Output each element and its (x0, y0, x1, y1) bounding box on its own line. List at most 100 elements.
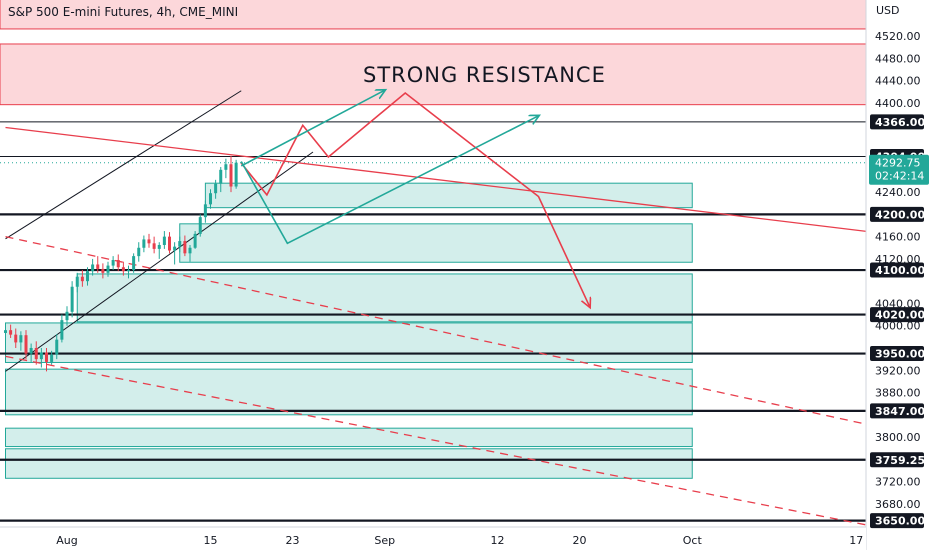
key-levels-layer (0, 121, 866, 522)
resistance-zone (0, 43, 867, 106)
price-tick-label: 4520.00 (875, 30, 921, 43)
candles-layer (4, 155, 238, 372)
time-tick-label: 17 (849, 534, 863, 547)
candle-body (55, 339, 59, 355)
level-price-label: 4100.00 (875, 264, 925, 277)
price-tick-label: 4400.00 (875, 97, 921, 110)
level-price-label: 3759.25 (875, 454, 925, 467)
candle-body (45, 352, 48, 362)
candle-body (19, 335, 23, 343)
candle-body (132, 256, 136, 271)
candle-body (203, 204, 207, 218)
candle (132, 253, 136, 273)
level-price-label: 4200.00 (875, 208, 925, 221)
support-box (5, 448, 693, 479)
candle-body (60, 320, 64, 340)
candle (101, 263, 105, 279)
candle-body (209, 193, 212, 205)
support-boxes-layer (5, 182, 693, 479)
candle (29, 343, 33, 362)
time-axis[interactable]: Aug 15 23 Sep 12 20 Oct 17 (0, 526, 866, 550)
currency-label: USD (876, 4, 900, 17)
candle-body (168, 236, 171, 251)
candle (39, 347, 43, 368)
candle (70, 281, 74, 318)
last-price-badge (869, 154, 929, 185)
level-price-label: 3650.00 (875, 515, 925, 528)
candle-body (70, 286, 74, 312)
candle-body (50, 354, 54, 362)
candle-body (178, 241, 182, 247)
candle (142, 235, 146, 253)
projection-paths-layer (240, 90, 590, 307)
teal-zigzag-path (240, 116, 538, 245)
candle-body (91, 264, 95, 272)
candle (14, 328, 18, 348)
level-price-label: 3847.00 (875, 405, 925, 418)
candle (111, 256, 115, 271)
price-tick-label: 3800.00 (875, 431, 921, 444)
countdown-label: 02:42:14 (875, 170, 924, 183)
price-axis[interactable]: USD 4520.00 4480.00 4440.00 4400.00 4240.00 41… (865, 0, 932, 550)
candle-body (111, 260, 115, 266)
candle (137, 242, 141, 262)
candle (234, 159, 238, 189)
candle-body (116, 260, 120, 268)
price-tick-label: 3920.00 (875, 364, 921, 377)
candle (198, 214, 202, 237)
candle-body (75, 276, 79, 287)
candle-body (96, 264, 100, 269)
level-price-badge (870, 513, 924, 529)
candle (173, 242, 177, 265)
candle (91, 258, 95, 276)
candle (50, 350, 54, 365)
candle-body (24, 335, 28, 354)
candle-body (142, 239, 146, 248)
candle-body (198, 217, 202, 234)
time-tick-label: 15 (204, 534, 218, 547)
strong-resistance-annotation: STRONG RESISTANCE (363, 63, 606, 87)
candle-body (147, 239, 151, 244)
candle (116, 254, 120, 272)
candle-body (152, 243, 156, 249)
support-box (5, 427, 693, 448)
rising-channel-upper (5, 90, 242, 240)
price-tick-label: 4480.00 (875, 52, 921, 65)
time-tick-label: Oct (683, 534, 703, 547)
time-tick-label: Aug (56, 534, 77, 547)
candle-body (234, 162, 238, 187)
zones-layer (0, 0, 867, 106)
price-tick-label: 4000.00 (875, 320, 921, 333)
support-box (5, 322, 693, 363)
candle (96, 256, 100, 273)
candle (86, 267, 89, 286)
candle-body (121, 267, 125, 272)
candle (75, 272, 79, 293)
candle (178, 236, 182, 253)
candle (162, 231, 166, 249)
support-box (179, 223, 693, 263)
price-tick-label: 4160.00 (875, 231, 921, 244)
candle (214, 179, 218, 199)
price-tick-label: 3680.00 (875, 498, 921, 511)
candle (34, 341, 38, 365)
candle (45, 347, 48, 372)
last-price-label: 4292.75 (875, 157, 921, 170)
level-price-badge (870, 206, 924, 222)
candle (147, 233, 151, 248)
candle (219, 167, 223, 193)
price-tick-label: 4240.00 (875, 186, 921, 199)
candle-body (34, 347, 38, 360)
candle-body (127, 270, 130, 272)
price-tick-label: 3880.00 (875, 387, 921, 400)
candle-body (157, 244, 161, 249)
candle (9, 324, 13, 338)
candle (127, 265, 130, 279)
candle-body (219, 169, 223, 184)
candle-body (101, 268, 105, 273)
candle-body (80, 276, 84, 282)
candle (188, 244, 192, 262)
dashed-channel-upper (5, 235, 888, 430)
